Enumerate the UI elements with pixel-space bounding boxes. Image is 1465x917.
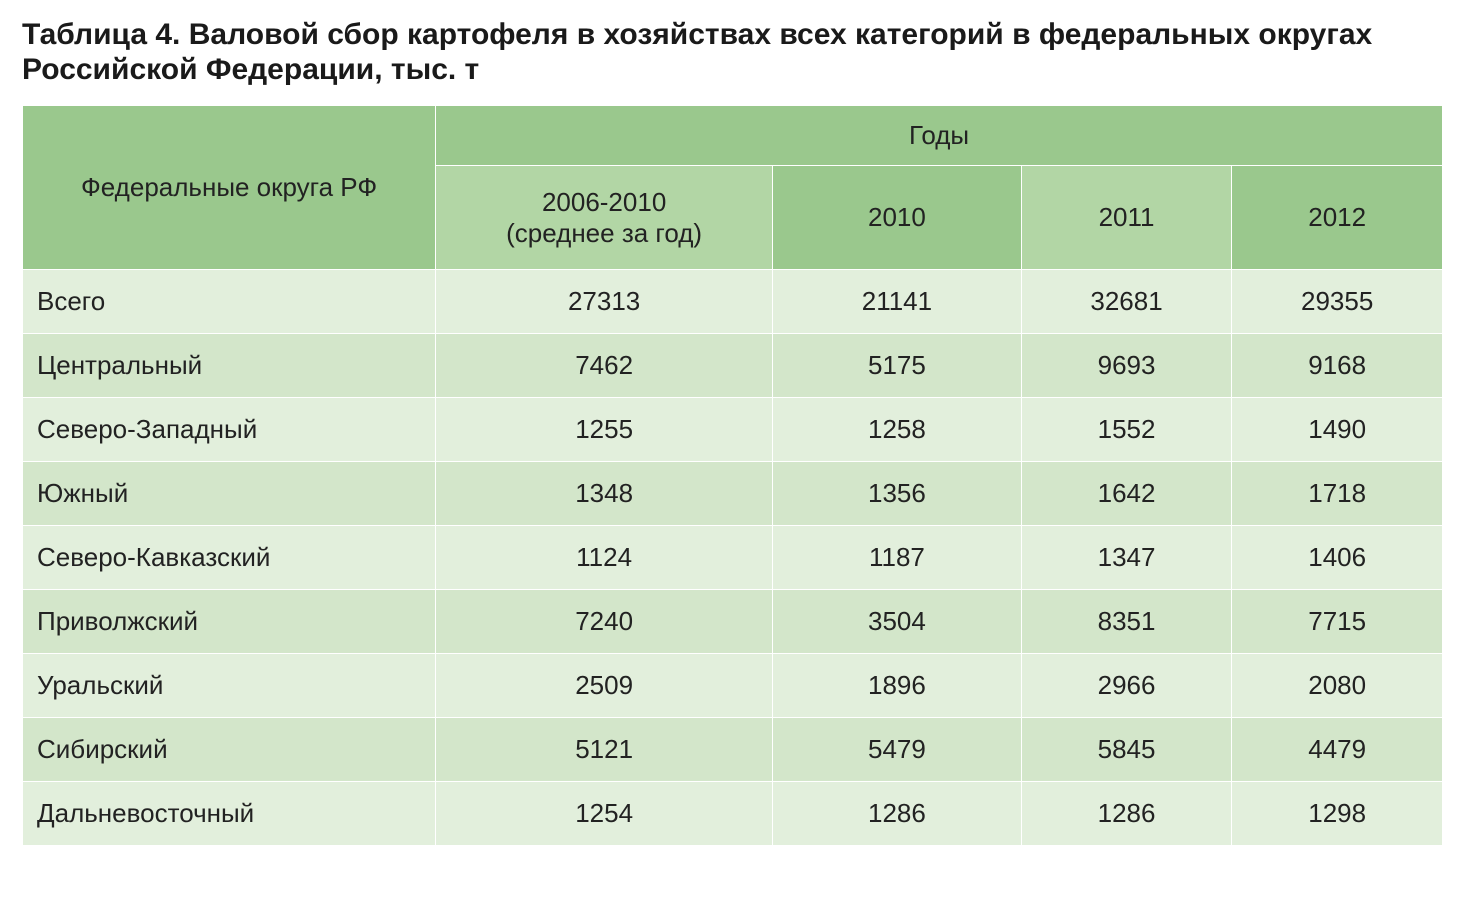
row-label: Уральский: [23, 654, 436, 718]
row-label: Северо-Кавказский: [23, 526, 436, 590]
cell-value: 5175: [773, 334, 1022, 398]
cell-value: 29355: [1232, 270, 1443, 334]
header-rowlabel: Федеральные округа РФ: [23, 106, 436, 270]
cell-value: 7715: [1232, 590, 1443, 654]
row-label: Центральный: [23, 334, 436, 398]
table-row: Южный1348135616421718: [23, 462, 1443, 526]
header-col-2: 2011: [1021, 166, 1232, 270]
header-years-group: Годы: [436, 106, 1443, 166]
header-row-1: Федеральные округа РФ Годы: [23, 106, 1443, 166]
cell-value: 1642: [1021, 462, 1232, 526]
cell-value: 7462: [436, 334, 773, 398]
header-col-1: 2010: [773, 166, 1022, 270]
data-table: Федеральные округа РФ Годы 2006-2010(сре…: [22, 105, 1443, 846]
header-col-0: 2006-2010(среднее за год): [436, 166, 773, 270]
cell-value: 5479: [773, 718, 1022, 782]
cell-value: 27313: [436, 270, 773, 334]
cell-value: 2509: [436, 654, 773, 718]
cell-value: 1254: [436, 782, 773, 846]
row-label: Всего: [23, 270, 436, 334]
cell-value: 1356: [773, 462, 1022, 526]
cell-value: 1286: [1021, 782, 1232, 846]
cell-value: 1896: [773, 654, 1022, 718]
table-row: Уральский2509189629662080: [23, 654, 1443, 718]
row-label: Дальневосточный: [23, 782, 436, 846]
cell-value: 21141: [773, 270, 1022, 334]
cell-value: 1286: [773, 782, 1022, 846]
cell-value: 1255: [436, 398, 773, 462]
cell-value: 5121: [436, 718, 773, 782]
table-row: Сибирский5121547958454479: [23, 718, 1443, 782]
cell-value: 1348: [436, 462, 773, 526]
table-row: Приволжский7240350483517715: [23, 590, 1443, 654]
cell-value: 1187: [773, 526, 1022, 590]
cell-value: 32681: [1021, 270, 1232, 334]
header-col-3: 2012: [1232, 166, 1443, 270]
cell-value: 5845: [1021, 718, 1232, 782]
row-label: Южный: [23, 462, 436, 526]
row-label: Приволжский: [23, 590, 436, 654]
cell-value: 3504: [773, 590, 1022, 654]
table-body: Всего27313211413268129355Центральный7462…: [23, 270, 1443, 846]
row-label: Северо-Западный: [23, 398, 436, 462]
cell-value: 1406: [1232, 526, 1443, 590]
cell-value: 1718: [1232, 462, 1443, 526]
cell-value: 4479: [1232, 718, 1443, 782]
table-row: Всего27313211413268129355: [23, 270, 1443, 334]
row-label: Сибирский: [23, 718, 436, 782]
table-row: Северо-Западный1255125815521490: [23, 398, 1443, 462]
table-row: Дальневосточный1254128612861298: [23, 782, 1443, 846]
cell-value: 1490: [1232, 398, 1443, 462]
cell-value: 1124: [436, 526, 773, 590]
table-title: Таблица 4. Валовой сбор картофеля в хозя…: [22, 18, 1443, 87]
cell-value: 1298: [1232, 782, 1443, 846]
cell-value: 7240: [436, 590, 773, 654]
cell-value: 8351: [1021, 590, 1232, 654]
cell-value: 2080: [1232, 654, 1443, 718]
cell-value: 1552: [1021, 398, 1232, 462]
cell-value: 9168: [1232, 334, 1443, 398]
cell-value: 9693: [1021, 334, 1232, 398]
cell-value: 1347: [1021, 526, 1232, 590]
cell-value: 2966: [1021, 654, 1232, 718]
table-row: Северо-Кавказский1124118713471406: [23, 526, 1443, 590]
table-row: Центральный7462517596939168: [23, 334, 1443, 398]
table-head: Федеральные округа РФ Годы 2006-2010(сре…: [23, 106, 1443, 270]
cell-value: 1258: [773, 398, 1022, 462]
